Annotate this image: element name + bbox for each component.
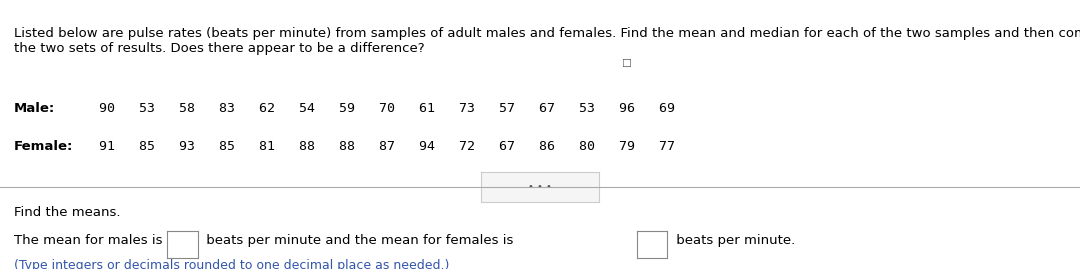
Text: Find the means.: Find the means.	[14, 206, 121, 219]
Text: The mean for males is: The mean for males is	[14, 234, 166, 247]
Text: Listed below are pulse rates (beats per minute) from samples of adult males and : Listed below are pulse rates (beats per …	[14, 27, 1080, 55]
Text: (Type integers or decimals rounded to one decimal place as needed.): (Type integers or decimals rounded to on…	[14, 259, 449, 269]
Text: beats per minute and the mean for females is: beats per minute and the mean for female…	[202, 234, 517, 247]
Text: beats per minute.: beats per minute.	[672, 234, 795, 247]
Text: ☐: ☐	[621, 59, 631, 69]
Text: 90   53   58   83   62   54   59   70   61   73   57   67   53   96   69: 90 53 58 83 62 54 59 70 61 73 57 67 53 9…	[99, 102, 675, 115]
Text: Male:: Male:	[14, 102, 55, 115]
Text: Female:: Female:	[14, 140, 73, 153]
Text: • • •: • • •	[528, 182, 552, 192]
Text: 91   85   93   85   81   88   88   87   94   72   67   86   80   79   77: 91 85 93 85 81 88 88 87 94 72 67 86 80 7…	[99, 140, 675, 153]
